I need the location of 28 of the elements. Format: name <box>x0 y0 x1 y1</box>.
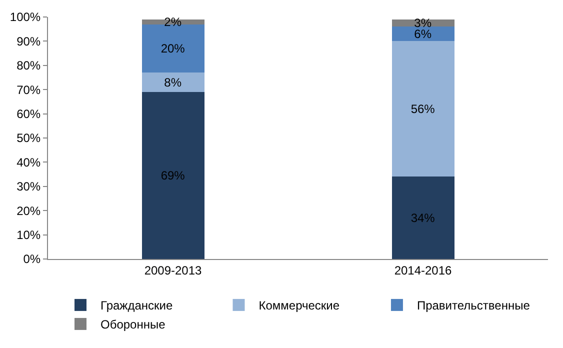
data-label: 34% <box>410 210 436 225</box>
bar <box>142 72 204 92</box>
y-tick-label: 60% <box>16 107 41 121</box>
y-tick-label: 10% <box>16 228 41 242</box>
y-tick-label: 20% <box>16 204 41 218</box>
y-tick-label: 40% <box>16 155 41 170</box>
y-tick-label: 100% <box>10 10 41 24</box>
legend-label: Оборонные <box>100 318 166 332</box>
y-tick-label: 50% <box>16 131 41 146</box>
data-label: 56% <box>410 102 436 116</box>
x-tick-label: 2014-2016 <box>394 263 452 278</box>
data-label: 8% <box>164 75 182 90</box>
bar <box>142 92 204 259</box>
data-label: 20% <box>160 41 186 56</box>
bar <box>392 176 454 259</box>
y-tick-label: 70% <box>16 82 41 97</box>
y-tick-label: 80% <box>16 58 41 73</box>
bar <box>142 19 204 24</box>
y-tick-label: 90% <box>16 34 41 48</box>
bar <box>392 41 454 177</box>
bar <box>392 26 454 42</box>
legend-label: Коммерческие <box>258 298 340 313</box>
legend-label: Гражданские <box>100 298 173 313</box>
data-label: 69% <box>160 168 186 183</box>
legend-label: Правительственные <box>416 298 530 313</box>
y-tick-label: 30% <box>16 180 41 194</box>
y-tick-label: 0% <box>23 252 41 266</box>
x-tick-label: 2009-2013 <box>144 263 202 278</box>
